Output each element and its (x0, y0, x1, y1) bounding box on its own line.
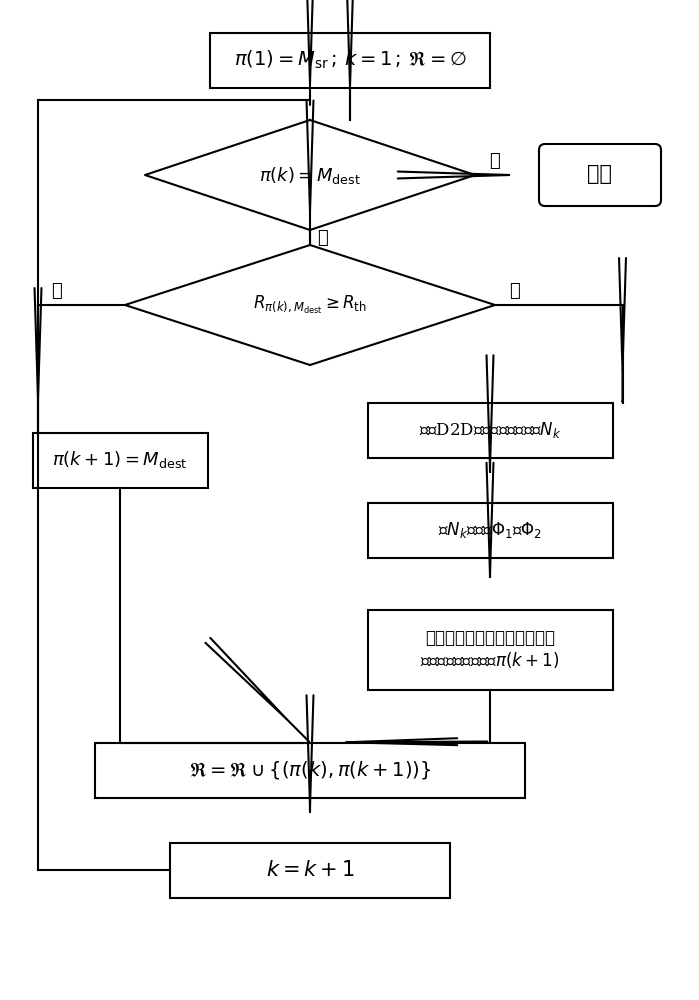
Text: 将$N_k$划分为$\Phi_1$和$\Phi_2$: 将$N_k$划分为$\Phi_1$和$\Phi_2$ (438, 520, 542, 540)
FancyBboxPatch shape (368, 402, 612, 458)
FancyBboxPatch shape (95, 742, 525, 798)
FancyBboxPatch shape (368, 610, 612, 690)
Text: 根据D2D速率要求计算集合$N_k$: 根据D2D速率要求计算集合$N_k$ (419, 420, 561, 440)
Text: $R_{\pi(k),M_{\mathrm{dest}}}\geq R_{\mathrm{th}}$: $R_{\pi(k),M_{\mathrm{dest}}}\geq R_{\ma… (253, 294, 367, 316)
Polygon shape (145, 120, 475, 230)
Polygon shape (125, 245, 495, 365)
FancyBboxPatch shape (368, 502, 612, 558)
Text: $\pi(k)=M_{\mathrm{dest}}$: $\pi(k)=M_{\mathrm{dest}}$ (259, 164, 361, 186)
Text: 是: 是 (489, 152, 500, 170)
Text: $\pi(1)=M_{\mathrm{sr}}\,;\,k=1\,;\,\mathfrak{R}=\varnothing$: $\pi(1)=M_{\mathrm{sr}}\,;\,k=1\,;\,\mat… (233, 49, 466, 71)
FancyBboxPatch shape (539, 144, 661, 206)
Text: 是: 是 (50, 282, 62, 300)
FancyBboxPatch shape (170, 842, 450, 898)
Text: $k=k+1$: $k=k+1$ (266, 860, 354, 880)
FancyBboxPatch shape (32, 432, 208, 488)
Text: $\pi\left(k+1\right)=M_{\mathrm{dest}}$: $\pi\left(k+1\right)=M_{\mathrm{dest}}$ (52, 450, 188, 471)
Text: 根据到目的节点最高传输速率
最大化准则选取节点$\pi(k+1)$: 根据到目的节点最高传输速率 最大化准则选取节点$\pi(k+1)$ (420, 630, 560, 670)
FancyBboxPatch shape (210, 32, 490, 88)
Text: $\mathfrak{R}=\mathfrak{R}\cup\left\{\left(\pi(k),\pi(k+1)\right)\right\}$: $\mathfrak{R}=\mathfrak{R}\cup\left\{\le… (189, 759, 431, 781)
Text: 否: 否 (317, 229, 327, 246)
Text: 否: 否 (510, 282, 520, 300)
Text: 结束: 结束 (587, 165, 612, 184)
